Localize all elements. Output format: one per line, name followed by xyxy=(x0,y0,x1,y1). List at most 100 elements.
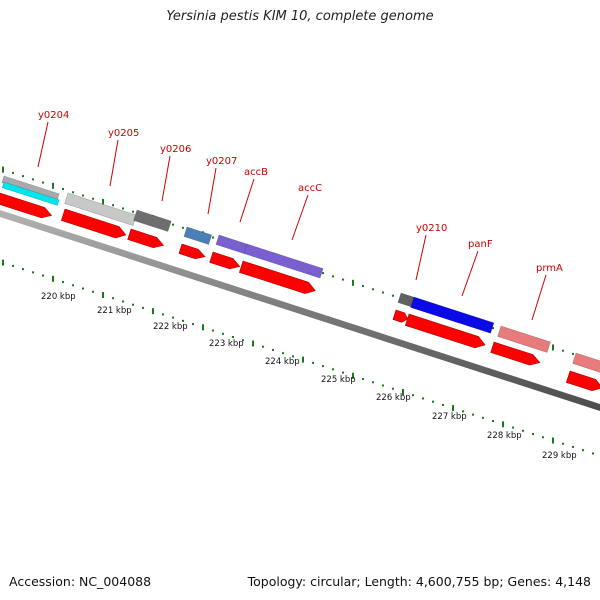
cds-arrow xyxy=(0,192,53,219)
tick-mark xyxy=(362,285,364,288)
gene-label-y0210: y0210 xyxy=(416,223,447,234)
gene-feature-next xyxy=(572,352,600,374)
tick-mark xyxy=(302,356,304,363)
cds-arrow xyxy=(392,309,409,323)
cds-arrow xyxy=(404,313,486,349)
leader-line xyxy=(531,274,547,321)
kbp-label: 226 kbp xyxy=(376,393,411,403)
gene-callout-y0210: y0210 xyxy=(415,223,447,281)
tick-mark xyxy=(92,290,94,293)
tick-mark xyxy=(482,416,484,419)
tick-mark xyxy=(372,288,374,291)
tick-mark xyxy=(132,210,134,213)
gene-feature-y0207 xyxy=(183,226,213,245)
tick-mark xyxy=(162,313,164,316)
tick-mark xyxy=(222,332,224,335)
tick-mark xyxy=(82,287,84,290)
gene-callout-accC: accC xyxy=(291,183,322,241)
gene-callout-y0205: y0205 xyxy=(108,128,139,187)
lower-tick-track xyxy=(2,259,594,455)
cds-arrow xyxy=(490,341,541,366)
leader-line xyxy=(461,250,479,297)
tick-mark xyxy=(192,323,194,326)
cds-arrow xyxy=(178,243,206,260)
tick-mark xyxy=(352,372,354,379)
tick-mark xyxy=(2,259,4,266)
gene-label-y0207: y0207 xyxy=(206,156,237,167)
kbp-label: 223 kbp xyxy=(209,339,244,349)
tick-mark xyxy=(582,449,584,452)
tick-mark xyxy=(32,271,34,274)
gene-label-panF: panF xyxy=(468,239,493,250)
tick-mark xyxy=(382,291,384,294)
gene-callout-prmA: prmA xyxy=(531,263,563,321)
leader-line xyxy=(239,178,255,223)
tick-mark xyxy=(102,198,104,205)
tick-mark xyxy=(352,279,354,286)
genome-stats-text: Topology: circular; Length: 4,600,755 bp… xyxy=(247,574,591,589)
tick-mark xyxy=(512,426,514,429)
tick-mark xyxy=(12,264,14,267)
feature-track xyxy=(1,175,600,374)
tick-mark xyxy=(122,300,124,303)
tick-mark xyxy=(392,387,394,390)
tick-mark xyxy=(212,236,214,239)
gene-feature-accB xyxy=(215,234,248,255)
gene-feature-panF xyxy=(410,296,495,334)
leader-line xyxy=(291,194,309,241)
tick-mark xyxy=(562,442,564,445)
tick-mark xyxy=(322,272,324,275)
tick-mark xyxy=(492,420,494,423)
gene-feature-y0204-b xyxy=(1,181,60,206)
tick-mark xyxy=(522,429,524,432)
gene-feature-prmA xyxy=(497,325,551,353)
tick-mark xyxy=(72,191,74,194)
tick-mark xyxy=(2,166,4,173)
tick-mark xyxy=(542,436,544,439)
tick-mark xyxy=(442,403,444,406)
gene-callout-y0207: y0207 xyxy=(206,156,237,215)
gene-label-accB: accB xyxy=(244,167,268,178)
cds-arrow xyxy=(565,370,600,391)
tick-mark xyxy=(22,175,24,178)
tick-mark xyxy=(372,381,374,384)
gene-label-y0205: y0205 xyxy=(108,128,139,139)
tick-mark xyxy=(562,349,564,352)
map-title: Yersinia pestis KIM 10, complete genome xyxy=(166,9,434,24)
tick-mark xyxy=(462,410,464,413)
tick-mark xyxy=(502,421,504,428)
tick-mark xyxy=(252,340,254,347)
tick-mark xyxy=(172,223,174,226)
sequence-backbone xyxy=(0,210,600,411)
kbp-label: 225 kbp xyxy=(321,375,356,385)
tick-mark xyxy=(322,365,324,368)
kbp-label: 221 kbp xyxy=(97,306,132,316)
kbp-label: 228 kbp xyxy=(487,431,522,441)
kbp-label: 224 kbp xyxy=(265,357,300,367)
cds-arrow xyxy=(60,208,127,239)
tick-mark xyxy=(22,268,24,271)
gene-label-prmA: prmA xyxy=(536,263,563,274)
leader-line xyxy=(161,155,171,202)
gene-feature-y0206 xyxy=(133,209,172,232)
tick-mark xyxy=(12,171,14,174)
tick-mark xyxy=(532,433,534,436)
leader-line xyxy=(415,234,427,281)
cds-arrow-track xyxy=(0,192,600,391)
kbp-label: 222 kbp xyxy=(153,322,188,332)
accession-text: Accession: NC_004088 xyxy=(9,574,152,589)
tick-mark xyxy=(212,329,214,332)
tick-mark xyxy=(112,204,114,207)
tick-mark xyxy=(52,182,54,189)
tick-mark xyxy=(332,368,334,371)
tick-mark xyxy=(62,281,64,284)
gene-callout-accB: accB xyxy=(239,167,268,223)
tick-mark xyxy=(332,275,334,278)
tick-mark xyxy=(262,345,264,348)
tick-mark xyxy=(412,394,414,397)
tick-mark xyxy=(32,178,34,181)
tick-mark xyxy=(572,352,574,355)
leader-line xyxy=(37,121,49,168)
kbp-label: 227 kbp xyxy=(432,412,467,422)
